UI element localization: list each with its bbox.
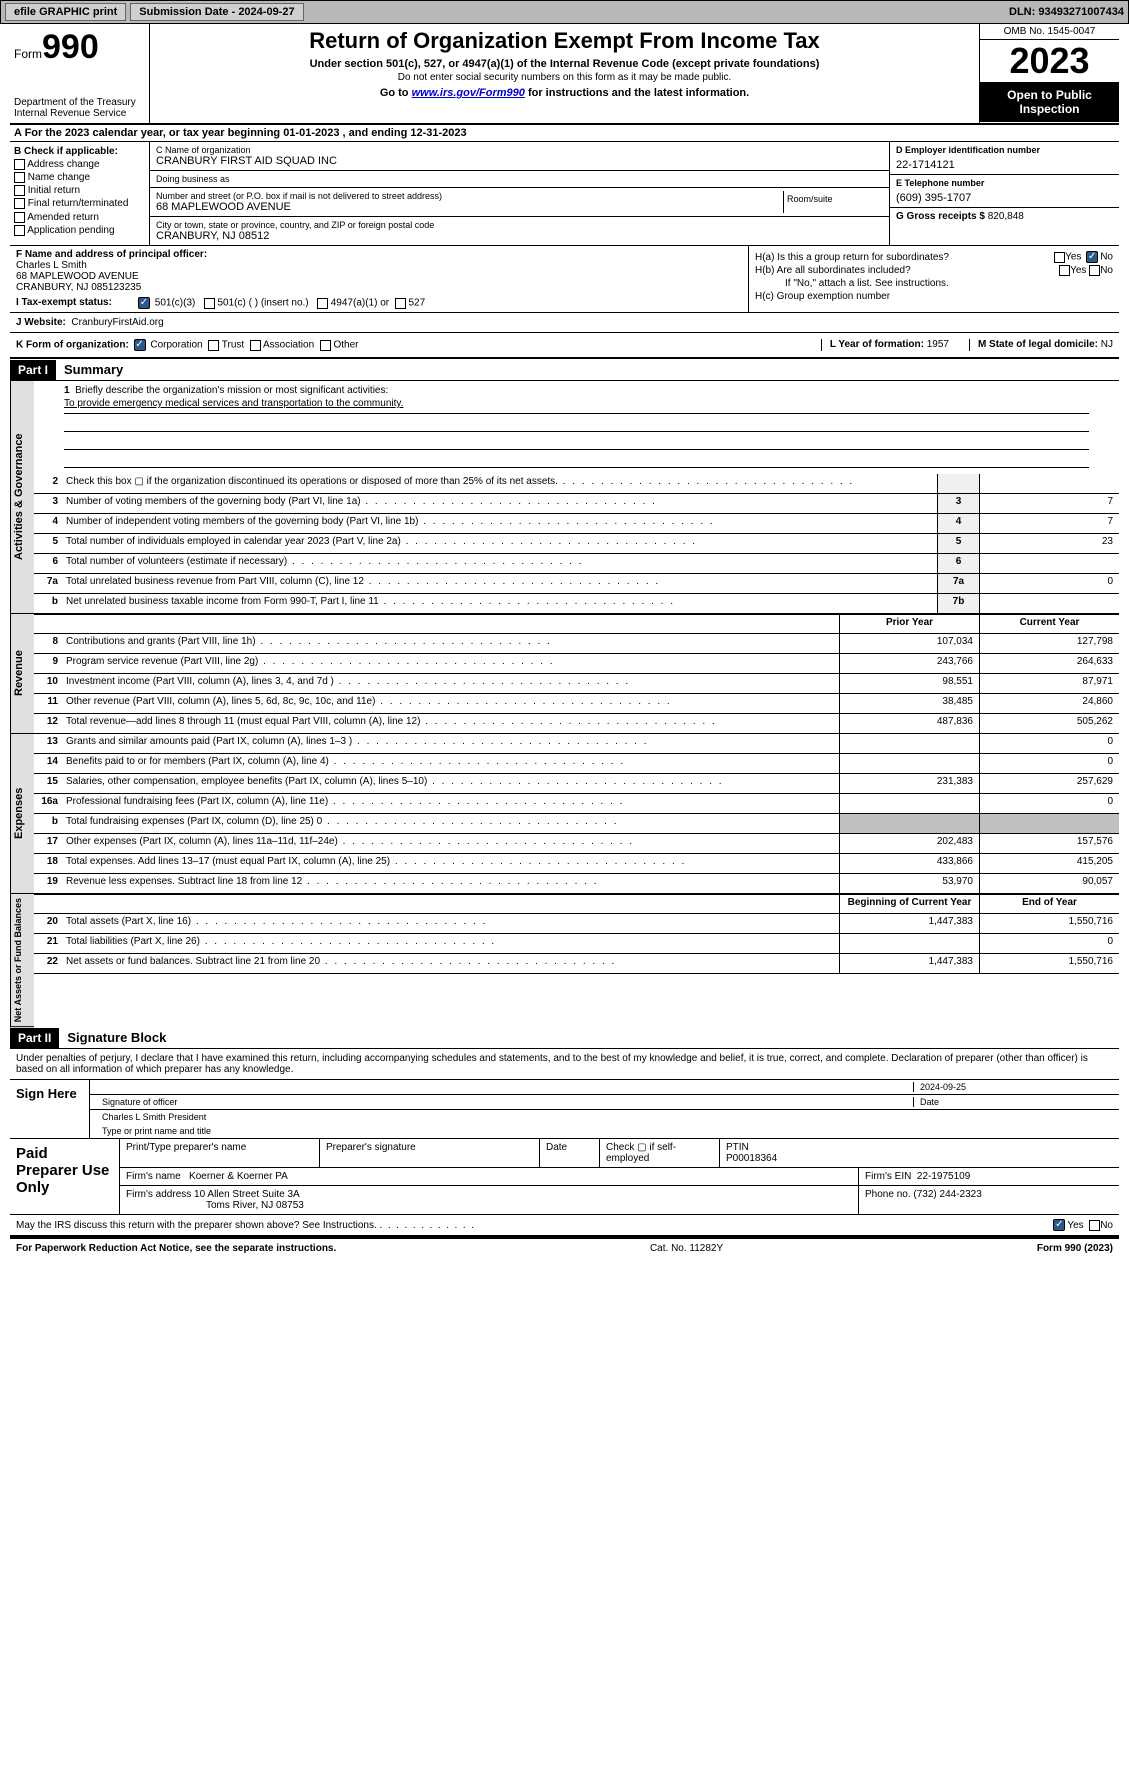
line-12: 12Total revenue—add lines 8 through 11 (… <box>34 714 1119 734</box>
summary-netassets: Net Assets or Fund Balances Beginning of… <box>10 894 1119 1027</box>
line-4: 4Number of independent voting members of… <box>34 514 1119 534</box>
line-17: 17Other expenses (Part IX, column (A), l… <box>34 834 1119 854</box>
org-city: CRANBURY, NJ 08512 <box>156 230 883 242</box>
line-7a: 7aTotal unrelated business revenue from … <box>34 574 1119 594</box>
phone: (609) 395-1707 <box>896 192 1113 204</box>
open-public: Open to Public Inspection <box>980 82 1119 122</box>
line-3: 3Number of voting members of the governi… <box>34 494 1119 514</box>
discuss-row: May the IRS discuss this return with the… <box>10 1215 1119 1237</box>
omb-number: OMB No. 1545-0047 <box>980 24 1119 40</box>
firm-phone: (732) 244-2323 <box>913 1189 981 1200</box>
line-19: 19Revenue less expenses. Subtract line 1… <box>34 874 1119 894</box>
line-21: 21Total liabilities (Part X, line 26) 0 <box>34 934 1119 954</box>
line-8: 8Contributions and grants (Part VIII, li… <box>34 634 1119 654</box>
group-return-no[interactable]: ✓ <box>1086 251 1098 263</box>
line-b: bNet unrelated business taxable income f… <box>34 594 1119 614</box>
line-13: 13Grants and similar amounts paid (Part … <box>34 734 1119 754</box>
section-klm: K Form of organization: ✓ Corporation Tr… <box>10 333 1119 359</box>
summary-revenue: Revenue Prior YearCurrent Year 8Contribu… <box>10 614 1119 734</box>
section-c: C Name of organizationCRANBURY FIRST AID… <box>150 142 889 245</box>
section-j: J Website: CranburyFirstAid.org <box>10 313 1119 333</box>
section-bcdefg: B Check if applicable: Address change Na… <box>10 142 1119 246</box>
line-b: bTotal fundraising expenses (Part IX, co… <box>34 814 1119 834</box>
vtab-revenue: Revenue <box>10 614 34 734</box>
vtab-netassets: Net Assets or Fund Balances <box>10 894 34 1027</box>
line-20: 20Total assets (Part X, line 16) 1,447,3… <box>34 914 1119 934</box>
section-fh: F Name and address of principal officer:… <box>10 246 1119 313</box>
line-16a: 16aProfessional fundraising fees (Part I… <box>34 794 1119 814</box>
form-label: Form <box>14 47 42 61</box>
line-11: 11Other revenue (Part VIII, column (A), … <box>34 694 1119 714</box>
section-deg: D Employer identification number22-17141… <box>889 142 1119 245</box>
sign-date: 2024-09-25 <box>913 1082 1113 1092</box>
sig-declaration: Under penalties of perjury, I declare th… <box>10 1049 1119 1080</box>
section-h: H(a) Is this a group return for subordin… <box>749 246 1119 312</box>
line-22: 22Net assets or fund balances. Subtract … <box>34 954 1119 974</box>
efile-btn[interactable]: efile GRAPHIC print <box>5 3 126 21</box>
state-domicile: NJ <box>1101 339 1113 350</box>
gross-receipts: 820,848 <box>988 211 1024 222</box>
tax-year: 2023 <box>980 40 1119 82</box>
row-a-calendar: A For the 2023 calendar year, or tax yea… <box>10 125 1119 142</box>
line-5: 5Total number of individuals employed in… <box>34 534 1119 554</box>
form-subtitle: Under section 501(c), 527, or 4947(a)(1)… <box>158 58 971 70</box>
line-18: 18Total expenses. Add lines 13–17 (must … <box>34 854 1119 874</box>
line-10: 10Investment income (Part VIII, column (… <box>34 674 1119 694</box>
vtab-expenses: Expenses <box>10 734 34 894</box>
dln: DLN: 93493271007434 <box>1009 6 1124 18</box>
submission-date: Submission Date - 2024-09-27 <box>130 3 303 21</box>
line-14: 14Benefits paid to or for members (Part … <box>34 754 1119 774</box>
org-name: CRANBURY FIRST AID SQUAD INC <box>156 155 883 167</box>
mission-text: To provide emergency medical services an… <box>64 398 403 409</box>
mission-block: 1 Briefly describe the organization's mi… <box>34 381 1119 474</box>
irs-link[interactable]: www.irs.gov/Form990 <box>412 87 525 99</box>
paid-preparer: Paid Preparer Use Only Print/Type prepar… <box>10 1139 1119 1215</box>
summary-governance: Activities & Governance 1 Briefly descri… <box>10 381 1119 614</box>
line-15: 15Salaries, other compensation, employee… <box>34 774 1119 794</box>
form-number: 990 <box>42 28 99 66</box>
section-b: B Check if applicable: Address change Na… <box>10 142 150 245</box>
form-990: Form990 Department of the Treasury Inter… <box>0 24 1129 1268</box>
501c3-checkbox[interactable]: ✓ <box>138 297 150 309</box>
goto-line: Go to www.irs.gov/Form990 for instructio… <box>158 87 971 99</box>
ein: 22-1714121 <box>896 159 1113 171</box>
sign-here: Sign Here 2024-09-25 Signature of office… <box>10 1080 1119 1139</box>
org-address: 68 MAPLEWOOD AVENUE <box>156 201 783 213</box>
officer-name: Charles L Smith <box>16 260 742 271</box>
officer-signed-name: Charles L Smith President <box>96 1112 1113 1122</box>
line-9: 9Program service revenue (Part VIII, lin… <box>34 654 1119 674</box>
part-2-header: Part II Signature Block <box>10 1027 1119 1049</box>
year-formation: 1957 <box>927 339 949 350</box>
section-f: F Name and address of principal officer:… <box>10 246 749 312</box>
part-1-header: Part I Summary <box>10 359 1119 381</box>
form-header: Form990 Department of the Treasury Inter… <box>10 24 1119 125</box>
firm-name: Koerner & Koerner PA <box>189 1171 288 1182</box>
footer: For Paperwork Reduction Act Notice, see … <box>10 1237 1119 1258</box>
dept-treasury: Department of the Treasury Internal Reve… <box>14 97 145 119</box>
discuss-yes[interactable]: ✓ <box>1053 1219 1065 1231</box>
website[interactable]: CranburyFirstAid.org <box>71 317 163 328</box>
line-2: 2Check this box ▢ if the organization di… <box>34 474 1119 494</box>
line-6: 6Total number of volunteers (estimate if… <box>34 554 1119 574</box>
firm-ein: 22-1975109 <box>917 1171 970 1182</box>
vtab-governance: Activities & Governance <box>10 381 34 614</box>
summary-expenses: Expenses 13Grants and similar amounts pa… <box>10 734 1119 894</box>
ssn-note: Do not enter social security numbers on … <box>158 72 971 83</box>
corp-checkbox[interactable]: ✓ <box>134 339 146 351</box>
form-title: Return of Organization Exempt From Incom… <box>158 28 971 54</box>
topbar: efile GRAPHIC print Submission Date - 20… <box>0 0 1129 24</box>
ptin: P00018364 <box>726 1153 1113 1164</box>
